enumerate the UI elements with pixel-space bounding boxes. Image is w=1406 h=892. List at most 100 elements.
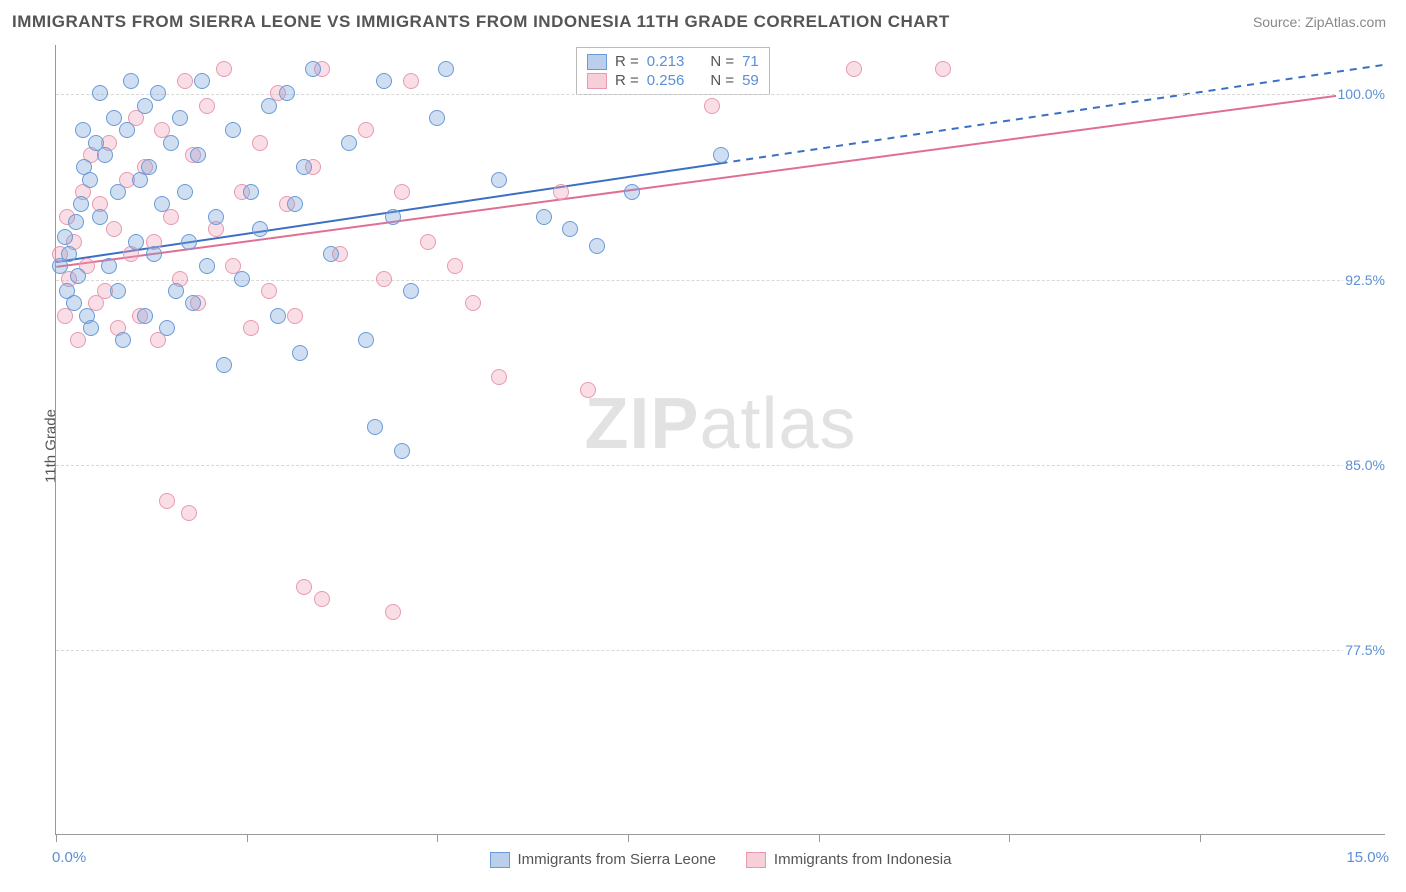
x-axis-min-label: 0.0% — [52, 849, 86, 866]
scatter-point-blue — [185, 295, 201, 311]
scatter-point-blue — [92, 209, 108, 225]
scatter-point-pink — [491, 369, 507, 385]
scatter-point-pink — [199, 98, 215, 114]
scatter-point-blue — [270, 308, 286, 324]
gridline — [56, 465, 1385, 466]
scatter-point-blue — [713, 147, 729, 163]
scatter-point-blue — [385, 209, 401, 225]
scatter-point-pink — [846, 61, 862, 77]
n-value: 71 — [742, 53, 759, 70]
r-label: R = — [615, 53, 639, 70]
scatter-point-blue — [92, 85, 108, 101]
scatter-point-blue — [66, 295, 82, 311]
scatter-point-blue — [57, 229, 73, 245]
gridline — [56, 94, 1385, 95]
scatter-point-blue — [376, 73, 392, 89]
scatter-point-blue — [296, 159, 312, 175]
correlation-legend: R = 0.213 N = 71 R = 0.256 N = 59 — [576, 47, 770, 95]
scatter-point-blue — [97, 147, 113, 163]
scatter-point-blue — [137, 98, 153, 114]
series-legend: Immigrants from Sierra Leone Immigrants … — [490, 851, 952, 868]
y-tick-label: 92.5% — [1343, 272, 1387, 288]
trend-lines — [56, 45, 1385, 834]
scatter-point-blue — [252, 221, 268, 237]
n-value: 59 — [742, 72, 759, 89]
y-tick-label: 77.5% — [1343, 642, 1387, 658]
scatter-point-blue — [119, 122, 135, 138]
x-axis-max-label: 15.0% — [1346, 849, 1389, 866]
scatter-point-pink — [159, 493, 175, 509]
scatter-point-blue — [261, 98, 277, 114]
swatch-pink-icon — [746, 852, 766, 868]
scatter-point-pink — [447, 258, 463, 274]
scatter-point-blue — [305, 61, 321, 77]
scatter-point-blue — [287, 196, 303, 212]
scatter-point-pink — [243, 320, 259, 336]
scatter-point-pink — [106, 221, 122, 237]
scatter-point-pink — [296, 579, 312, 595]
scatter-point-pink — [287, 308, 303, 324]
scatter-point-blue — [292, 345, 308, 361]
scatter-point-blue — [279, 85, 295, 101]
scatter-point-blue — [190, 147, 206, 163]
legend-row-pink: R = 0.256 N = 59 — [587, 71, 759, 90]
legend-label: Immigrants from Sierra Leone — [518, 851, 716, 868]
scatter-point-pink — [358, 122, 374, 138]
scatter-point-pink — [314, 591, 330, 607]
scatter-point-blue — [438, 61, 454, 77]
scatter-point-blue — [323, 246, 339, 262]
swatch-pink-icon — [587, 73, 607, 89]
scatter-point-blue — [394, 443, 410, 459]
gridline — [56, 650, 1385, 651]
scatter-point-blue — [536, 209, 552, 225]
scatter-point-pink — [261, 283, 277, 299]
scatter-point-blue — [234, 271, 250, 287]
scatter-point-blue — [154, 196, 170, 212]
scatter-point-blue — [70, 268, 86, 284]
scatter-point-pink — [376, 271, 392, 287]
x-tick — [437, 834, 438, 842]
scatter-point-blue — [172, 110, 188, 126]
scatter-point-blue — [101, 258, 117, 274]
scatter-point-pink — [704, 98, 720, 114]
trend-line — [56, 89, 1384, 267]
scatter-point-blue — [110, 184, 126, 200]
scatter-point-blue — [562, 221, 578, 237]
scatter-point-blue — [128, 234, 144, 250]
swatch-blue-icon — [490, 852, 510, 868]
r-label: R = — [615, 72, 639, 89]
scatter-point-blue — [106, 110, 122, 126]
swatch-blue-icon — [587, 54, 607, 70]
scatter-point-blue — [341, 135, 357, 151]
scatter-point-blue — [73, 196, 89, 212]
legend-item-pink: Immigrants from Indonesia — [746, 851, 952, 868]
scatter-point-blue — [358, 332, 374, 348]
scatter-point-blue — [159, 320, 175, 336]
scatter-point-pink — [216, 61, 232, 77]
scatter-point-pink — [385, 604, 401, 620]
scatter-point-blue — [199, 258, 215, 274]
y-tick-label: 100.0% — [1336, 86, 1387, 102]
scatter-point-blue — [163, 135, 179, 151]
trend-line — [721, 65, 1385, 164]
r-value: 0.256 — [647, 72, 685, 89]
x-tick — [628, 834, 629, 842]
scatter-point-blue — [367, 419, 383, 435]
x-tick — [1009, 834, 1010, 842]
scatter-point-pink — [420, 234, 436, 250]
scatter-point-blue — [61, 246, 77, 262]
scatter-point-blue — [216, 357, 232, 373]
scatter-point-pink — [70, 332, 86, 348]
chart-title: IMMIGRANTS FROM SIERRA LEONE VS IMMIGRAN… — [12, 12, 950, 32]
chart-plot-area: ZIPatlas R = 0.213 N = 71 R = 0.256 N = … — [55, 45, 1385, 835]
scatter-point-blue — [429, 110, 445, 126]
scatter-point-blue — [137, 308, 153, 324]
x-tick — [56, 834, 57, 842]
scatter-point-blue — [177, 184, 193, 200]
scatter-point-blue — [75, 122, 91, 138]
scatter-point-blue — [123, 73, 139, 89]
r-value: 0.213 — [647, 53, 685, 70]
scatter-point-blue — [141, 159, 157, 175]
scatter-point-blue — [110, 283, 126, 299]
x-tick — [819, 834, 820, 842]
